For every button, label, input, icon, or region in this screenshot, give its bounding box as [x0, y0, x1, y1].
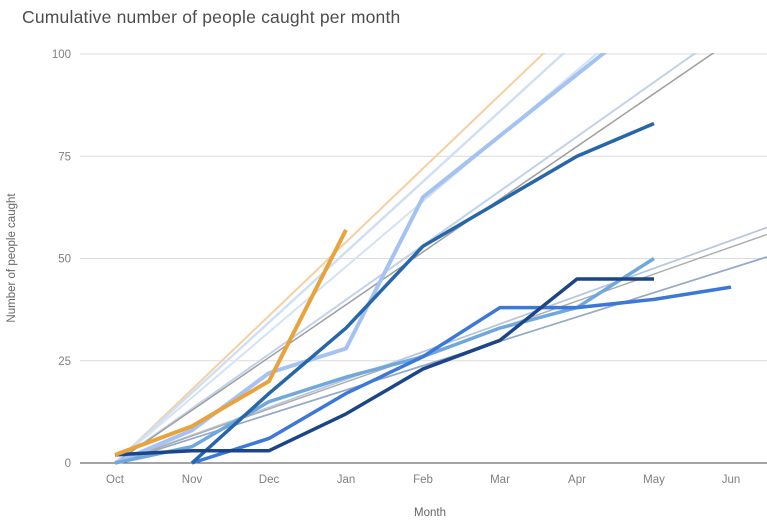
x-tick-label-oct: Oct [106, 474, 125, 486]
x-tick-label-jan: Jan [337, 474, 356, 486]
chart-title: Cumulative number of people caught per m… [22, 7, 401, 27]
x-axis-title: Month [414, 507, 446, 519]
y-tick-label-50: 50 [58, 254, 71, 266]
x-tick-label-feb: Feb [413, 474, 433, 486]
tan-trendline [114, 53, 546, 464]
grid-layer [80, 53, 767, 464]
x-tick-label-jun: Jun [722, 474, 741, 486]
axis-label-layer: 0 25 50 75 100 Oct Nov Dec Jan Feb Mar Apr May Jun [52, 49, 740, 486]
navy-line [114, 277, 654, 457]
y-axis-title: Number of people caught [6, 193, 18, 323]
trendlines-layer [114, 53, 767, 464]
y-tick-label-25: 25 [58, 356, 71, 368]
light-blue-line [114, 257, 655, 465]
gray-trendline-steep [114, 53, 715, 464]
y-tick-label-0: 0 [65, 458, 71, 470]
x-tick-label-dec: Dec [259, 474, 280, 486]
x-tick-label-nov: Nov [182, 474, 203, 486]
medium-blue-line [191, 285, 732, 465]
periwinkle-trendline [114, 53, 698, 464]
x-tick-label-apr: Apr [568, 474, 586, 486]
y-tick-label-100: 100 [52, 49, 71, 61]
steel-trendline-flat [114, 256, 767, 464]
x-tick-label-mar: Mar [490, 474, 510, 486]
x-tick-label-may: May [643, 474, 665, 486]
pale-blue-trendline-2 [114, 53, 599, 464]
steel-blue-line [190, 121, 655, 465]
pale-blue-trendline-1 [114, 53, 566, 464]
series-layer [114, 53, 732, 465]
orange-line [114, 228, 348, 457]
y-tick-label-75: 75 [58, 151, 71, 163]
